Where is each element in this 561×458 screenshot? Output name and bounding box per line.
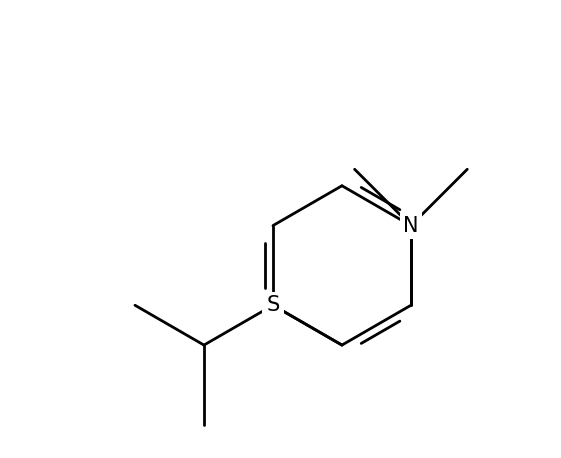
Text: N: N (403, 216, 419, 235)
Text: S: S (266, 295, 279, 315)
Text: N: N (265, 295, 280, 315)
